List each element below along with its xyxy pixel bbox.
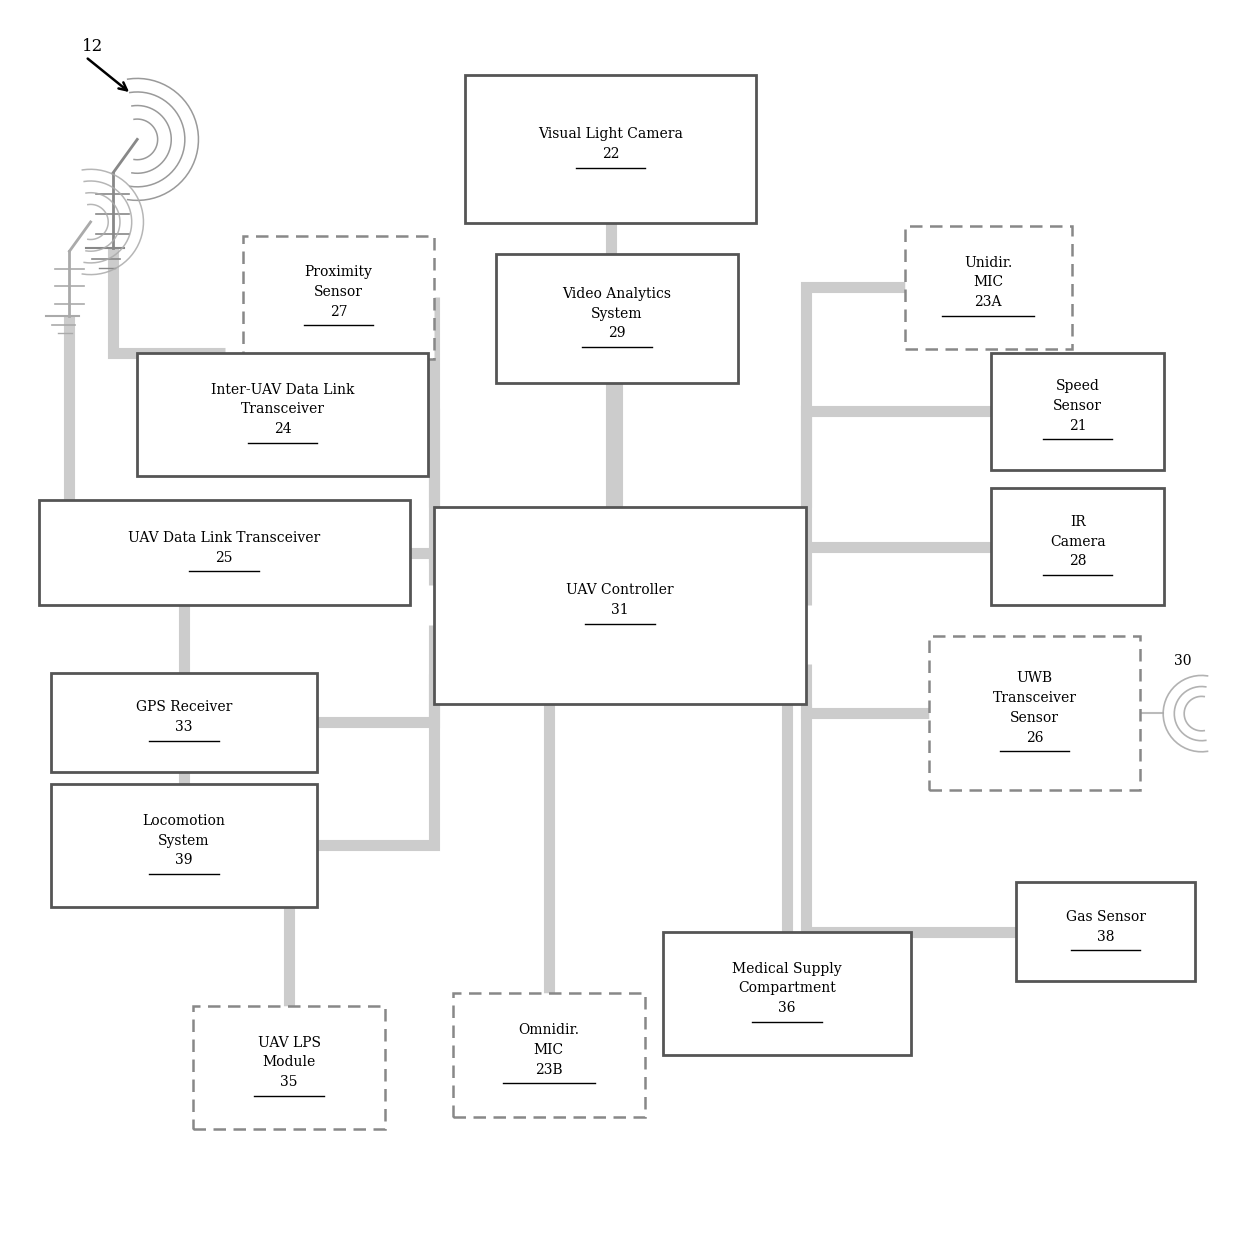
FancyBboxPatch shape (663, 931, 910, 1055)
Text: UAV Data Link Transceiver: UAV Data Link Transceiver (128, 531, 320, 545)
Text: 39: 39 (175, 853, 192, 867)
Text: Inter-UAV Data Link: Inter-UAV Data Link (211, 383, 355, 396)
Text: Visual Light Camera: Visual Light Camera (538, 127, 683, 142)
Text: 21: 21 (1069, 419, 1086, 433)
Text: 23A: 23A (975, 295, 1002, 309)
FancyBboxPatch shape (243, 236, 434, 358)
FancyBboxPatch shape (991, 352, 1164, 469)
FancyBboxPatch shape (193, 1005, 384, 1129)
FancyBboxPatch shape (496, 254, 738, 383)
Text: 24: 24 (274, 422, 291, 436)
FancyBboxPatch shape (51, 784, 317, 906)
Text: UAV Controller: UAV Controller (567, 583, 673, 598)
Text: IR: IR (1070, 515, 1086, 529)
Text: System: System (591, 306, 642, 321)
Text: 35: 35 (280, 1074, 298, 1089)
Text: Compartment: Compartment (738, 982, 836, 995)
Text: Omnidir.: Omnidir. (518, 1024, 579, 1037)
Text: 23B: 23B (534, 1063, 563, 1077)
Text: Transceiver: Transceiver (241, 403, 325, 416)
Text: 29: 29 (608, 326, 626, 341)
Text: Proximity: Proximity (305, 266, 372, 279)
Text: Sensor: Sensor (1053, 399, 1102, 414)
Text: 12: 12 (82, 38, 103, 54)
FancyBboxPatch shape (38, 500, 409, 605)
Text: Sensor: Sensor (1009, 711, 1059, 725)
FancyBboxPatch shape (1016, 883, 1195, 981)
Text: GPS Receiver: GPS Receiver (135, 700, 232, 715)
FancyBboxPatch shape (138, 352, 428, 475)
Text: 28: 28 (1069, 555, 1086, 568)
Text: UAV LPS: UAV LPS (258, 1036, 321, 1050)
Text: 36: 36 (779, 1002, 796, 1015)
Text: Medical Supply: Medical Supply (732, 962, 842, 976)
Text: Speed: Speed (1055, 379, 1100, 394)
Text: 26: 26 (1025, 731, 1043, 745)
Text: Gas Sensor: Gas Sensor (1065, 910, 1146, 924)
Text: 25: 25 (216, 551, 233, 564)
Text: System: System (159, 834, 210, 847)
FancyBboxPatch shape (465, 75, 756, 224)
Text: UWB: UWB (1017, 672, 1053, 685)
Text: 31: 31 (611, 603, 629, 618)
Text: Transceiver: Transceiver (992, 692, 1076, 705)
Text: Video Analytics: Video Analytics (563, 287, 671, 301)
Text: 27: 27 (330, 305, 347, 319)
FancyBboxPatch shape (991, 488, 1164, 605)
FancyBboxPatch shape (929, 636, 1140, 790)
FancyBboxPatch shape (904, 226, 1071, 348)
Text: Unidir.: Unidir. (963, 256, 1012, 269)
Text: Sensor: Sensor (314, 285, 363, 299)
FancyBboxPatch shape (434, 506, 806, 704)
Text: 22: 22 (601, 147, 620, 162)
Text: 30: 30 (1174, 653, 1192, 668)
FancyBboxPatch shape (51, 673, 317, 772)
Text: MIC: MIC (533, 1044, 564, 1057)
Text: Locomotion: Locomotion (143, 814, 226, 827)
Text: Camera: Camera (1050, 535, 1106, 548)
Text: 38: 38 (1097, 930, 1115, 944)
FancyBboxPatch shape (453, 993, 645, 1116)
Text: Module: Module (263, 1056, 316, 1070)
Text: MIC: MIC (973, 275, 1003, 289)
Text: 33: 33 (175, 720, 192, 734)
